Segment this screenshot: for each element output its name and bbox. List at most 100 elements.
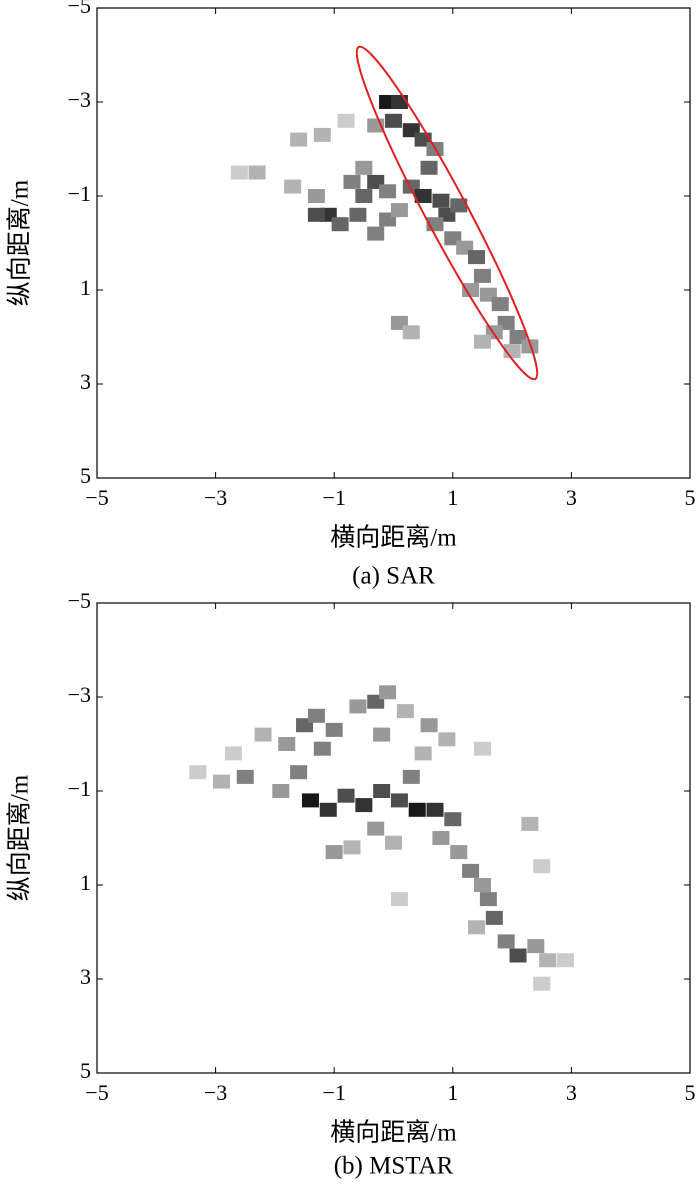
cell [307, 207, 325, 222]
y-tick-label: −1 [68, 181, 91, 206]
cell [390, 892, 408, 907]
cell [373, 727, 391, 742]
cell [385, 835, 402, 850]
cell [319, 802, 337, 817]
cell [426, 802, 444, 817]
highlight-ellipse [355, 45, 539, 381]
cell [533, 976, 551, 991]
x-tick-label: 5 [685, 485, 696, 510]
cell [272, 784, 290, 798]
cell [325, 722, 343, 737]
caption: (b) MSTAR [334, 1153, 454, 1180]
y-tick-label: 5 [80, 463, 91, 488]
caption: (a) SAR [352, 563, 435, 590]
cell [290, 132, 308, 147]
cell [497, 934, 515, 949]
cell [527, 939, 545, 954]
cell [367, 226, 385, 241]
cell [521, 816, 539, 831]
cell [313, 127, 331, 142]
cell [337, 113, 355, 128]
y-tick-label: 3 [80, 964, 91, 989]
y-tick-label: −3 [68, 682, 91, 707]
axes-box [96, 602, 691, 1074]
cell [254, 727, 272, 742]
cell [444, 812, 462, 827]
cell [432, 193, 450, 208]
cell [278, 737, 296, 751]
y-tick-label: 1 [80, 870, 91, 895]
x-tick-label: 1 [447, 485, 458, 510]
x-axis-label: 横向距离/m [330, 524, 457, 552]
cell [189, 765, 207, 780]
x-tick-label: −1 [322, 485, 345, 510]
cell [479, 892, 497, 907]
x-tick-label: 5 [685, 1080, 696, 1105]
cell [343, 174, 361, 189]
y-axis-label: 纵向距离/m [6, 774, 34, 901]
cell [468, 920, 486, 935]
cell [468, 250, 486, 265]
cell [462, 863, 480, 878]
y-tick-label: 5 [80, 1058, 91, 1083]
cell [402, 769, 420, 784]
cell [473, 878, 491, 892]
y-axis-label: 纵向距离/m [6, 179, 34, 306]
cell [473, 334, 491, 349]
cell [408, 802, 426, 817]
y-tick-label: −1 [68, 776, 91, 801]
x-tick-label: 3 [566, 1080, 577, 1105]
cell [307, 708, 325, 723]
cell [379, 685, 397, 700]
cell [349, 207, 367, 222]
cell [396, 704, 414, 719]
y-tick-label: 1 [80, 275, 91, 300]
cell [556, 953, 574, 968]
cell [390, 793, 408, 808]
x-tick-label: −5 [85, 485, 108, 510]
cell [349, 699, 367, 714]
cell [355, 189, 373, 203]
axes-box [96, 7, 691, 479]
cell [473, 741, 491, 756]
x-tick-label: −1 [322, 1080, 345, 1105]
cell [385, 113, 402, 128]
cell [230, 165, 248, 180]
cell [313, 741, 331, 756]
y-tick-label: −5 [68, 588, 91, 613]
y-tick-label: −5 [68, 0, 91, 18]
x-tick-label: −5 [85, 1080, 108, 1105]
cell [420, 718, 438, 733]
cell [390, 95, 408, 109]
cell [402, 325, 420, 340]
cell [331, 217, 349, 232]
y-tick-label: 3 [80, 369, 91, 394]
cell [450, 198, 468, 213]
cell [539, 953, 557, 968]
cell [450, 845, 468, 860]
cell [390, 203, 408, 218]
cell [355, 160, 373, 175]
cell [290, 765, 308, 780]
y-tick-label: −3 [68, 87, 91, 112]
cell [414, 746, 432, 761]
cell [521, 339, 539, 354]
x-tick-label: −3 [204, 485, 227, 510]
cell [491, 297, 509, 312]
cell [355, 798, 373, 813]
cell [236, 769, 254, 784]
cell [373, 784, 391, 798]
x-axis-label: 横向距离/m [330, 1119, 457, 1147]
cell [379, 184, 397, 199]
cell [343, 840, 361, 855]
cell [213, 774, 231, 789]
cell [462, 283, 480, 297]
cell [284, 179, 302, 194]
cell [414, 189, 432, 203]
x-tick-label: −3 [204, 1080, 227, 1105]
cell [248, 165, 266, 180]
cell [301, 793, 319, 808]
